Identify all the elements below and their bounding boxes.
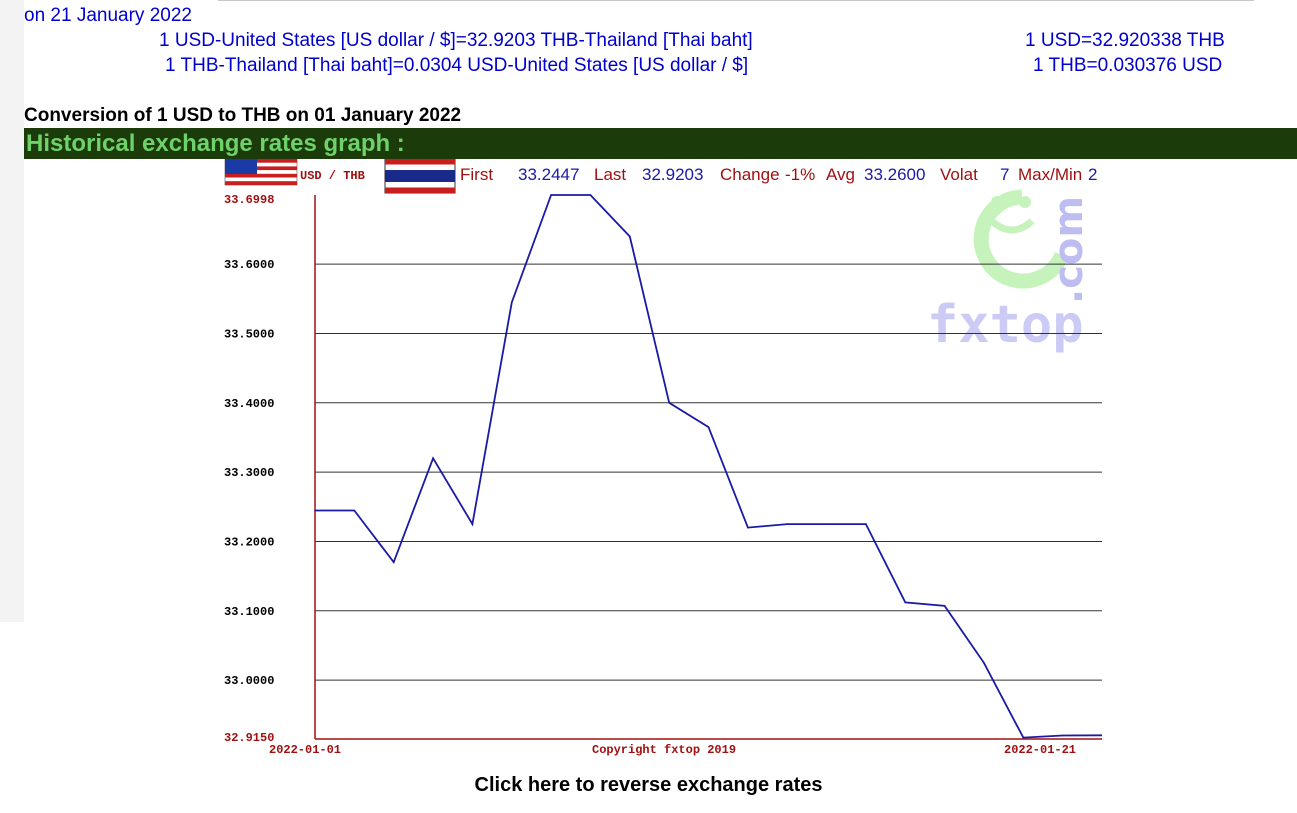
top-rule — [218, 0, 1254, 1]
conversion-title: Conversion of 1 USD to THB on 01 January… — [24, 105, 462, 126]
stat-maxmin-value: 2 — [1088, 165, 1097, 184]
chart-svg: fxtop .com USD / THB First 33.2447 Last … — [224, 158, 1103, 757]
date-line: on 21 January 2022 — [24, 5, 192, 26]
chart-stats: First 33.2447 Last 32.9203 Change -1% Av… — [460, 165, 1097, 184]
stat-avg-value: 33.2600 — [864, 165, 925, 184]
rate-usd-thb: 1 USD-United States [US dollar / $]=32.9… — [159, 30, 753, 51]
data-points — [314, 194, 1103, 739]
y-tick-label: 33.3000 — [224, 466, 274, 480]
stat-last-value: 32.9203 — [642, 165, 703, 184]
data-point — [471, 523, 474, 525]
x-end-label: 2022-01-21 — [1004, 743, 1076, 757]
data-point — [629, 235, 631, 238]
data-point — [668, 402, 670, 404]
watermark-com: .com — [1046, 196, 1092, 304]
stat-maxmin-label: Max/Min — [1018, 165, 1082, 184]
y-tick-label: 33.2000 — [224, 535, 274, 549]
y-tick-label: 33.0000 — [224, 674, 274, 688]
series-line — [315, 194, 1103, 739]
rate-thb-usd: 1 THB-Thailand [Thai baht]=0.0304 USD-Un… — [165, 55, 749, 76]
data-point — [550, 194, 552, 196]
data-point — [1061, 734, 1064, 737]
y-tick-label: 33.5000 — [224, 327, 274, 341]
data-point — [865, 523, 867, 525]
data-point — [825, 523, 828, 525]
stat-last-label: Last — [594, 165, 626, 184]
stat-volat-label: Volat — [940, 165, 978, 184]
data-point — [1022, 736, 1025, 739]
left-gutter — [0, 0, 24, 622]
data-point — [511, 301, 513, 304]
rate-thb-usd-precise: 1 THB=0.030376 USD — [1033, 55, 1223, 76]
y-tick-labels: 32.9150 33.0000 33.1000 33.2000 33.3000 33.40… — [224, 193, 274, 745]
data-point — [353, 509, 356, 512]
data-point — [983, 662, 985, 664]
stat-first-value: 33.2447 — [518, 165, 579, 184]
data-point — [904, 601, 907, 604]
data-point — [786, 523, 788, 525]
y-tick-label: 33.6998 — [224, 193, 274, 207]
y-tick-label: 33.4000 — [224, 397, 274, 411]
y-tick-label: 33.1000 — [224, 605, 274, 619]
stat-change-label: Change — [720, 165, 780, 184]
fxtop-watermark: fxtop .com — [927, 189, 1092, 355]
x-start-label: 2022-01-01 — [269, 743, 341, 757]
data-point — [747, 526, 749, 529]
stat-volat-value: 7 — [1000, 165, 1009, 184]
data-point — [392, 561, 395, 563]
stat-first-label: First — [460, 165, 493, 184]
data-point — [432, 457, 434, 460]
grid-lines — [315, 263, 1102, 681]
us-flag-icon — [224, 158, 298, 186]
watermark-text: fxtop — [927, 295, 1084, 355]
thailand-flag-icon — [384, 158, 456, 194]
data-point — [943, 605, 946, 607]
data-point — [707, 426, 710, 428]
pair-label: USD / THB — [300, 169, 365, 183]
data-point — [314, 509, 316, 512]
history-title: Historical exchange rates graph : — [24, 128, 1297, 159]
y-tick-label: 33.6000 — [224, 258, 274, 272]
reverse-rates-link[interactable]: Click here to reverse exchange rates — [474, 774, 823, 796]
stat-avg-label: Avg — [826, 165, 855, 184]
copyright-label: Copyright fxtop 2019 — [592, 743, 736, 757]
stat-change-value: -1% — [785, 165, 815, 184]
y-tick-label: 32.9150 — [224, 731, 274, 745]
rate-usd-thb-precise: 1 USD=32.920338 THB — [1025, 30, 1225, 51]
data-point — [589, 194, 592, 196]
exchange-rate-chart: fxtop .com USD / THB First 33.2447 Last … — [222, 158, 1103, 761]
